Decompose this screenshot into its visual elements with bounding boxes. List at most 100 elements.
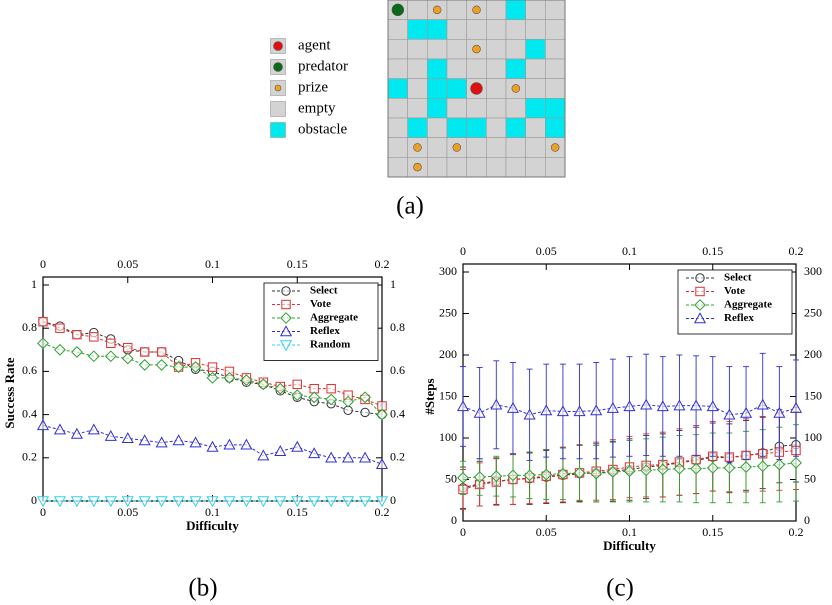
- legend-marker: [281, 299, 291, 310]
- point: [706, 461, 719, 474]
- point: [360, 407, 370, 418]
- grid-cell: [387, 19, 408, 40]
- x-tick-label: 0.1: [205, 505, 220, 519]
- legend-marker: [273, 62, 283, 72]
- y-tick-label-right: 0: [804, 513, 810, 527]
- point: [172, 361, 185, 373]
- y-tick-label-right: 300: [804, 264, 822, 278]
- y-axis-label: #Steps: [422, 378, 437, 414]
- grid-cell: [486, 58, 507, 79]
- grid-cell: [413, 143, 422, 152]
- point: [326, 383, 336, 394]
- x-tick-label-top: 0.2: [375, 257, 390, 271]
- grid-cell: [486, 19, 507, 40]
- point: [138, 359, 151, 371]
- grid-cell: [387, 78, 408, 99]
- grid-cell: [466, 137, 487, 158]
- grid-cell: [505, 117, 526, 138]
- legend-label: Random: [310, 339, 350, 351]
- grid-cell: [525, 19, 546, 40]
- grid-cell: [427, 19, 448, 40]
- x-tick-label: 0.05: [117, 505, 138, 519]
- y-tick-label-right: 100: [804, 430, 822, 444]
- grid-cell: [545, 39, 566, 60]
- y-tick-label: 0.8: [22, 320, 37, 334]
- legend-label: Reflex: [310, 325, 340, 337]
- grid-cell: [525, 137, 546, 158]
- point: [36, 496, 50, 508]
- point: [138, 496, 151, 508]
- grid-cell: [466, 157, 487, 178]
- grid-cell: [387, 39, 408, 60]
- point: [359, 391, 371, 404]
- point: [342, 496, 355, 508]
- y-tick-label: 150: [439, 388, 457, 402]
- grid-cell: [505, 0, 526, 20]
- point: [473, 406, 486, 418]
- grid-cell: [407, 0, 428, 20]
- x-tick-label: 0.15: [287, 505, 308, 519]
- point: [240, 374, 253, 386]
- point: [140, 347, 150, 357]
- y-tick-label: 1: [31, 277, 37, 291]
- x-tick-label: 0: [40, 505, 46, 519]
- point: [37, 337, 49, 350]
- point: [274, 496, 287, 508]
- grid-cell: [505, 98, 526, 119]
- grid-cell: [466, 58, 487, 79]
- point: [104, 496, 117, 508]
- x-tick-label-top: 0.1: [622, 244, 637, 258]
- point: [104, 429, 117, 441]
- x-tick-label-top: 0.15: [287, 257, 308, 271]
- legend-label: Select: [724, 272, 752, 284]
- grid-cell: [545, 58, 566, 79]
- grid-cell: [446, 0, 467, 20]
- grid-cell: [446, 117, 467, 138]
- point: [206, 440, 219, 452]
- grid-cell: [505, 39, 526, 60]
- grid-cell: [432, 5, 442, 15]
- y-tick-label-right: 0.2: [390, 450, 405, 464]
- point: [623, 400, 636, 412]
- point: [790, 456, 802, 469]
- grid-cell: [446, 39, 467, 60]
- legend-label: Vote: [310, 298, 331, 310]
- point: [556, 467, 569, 480]
- y-tick-label: 0.2: [22, 450, 37, 464]
- grid-cell: [407, 98, 428, 119]
- x-tick-label: 0.15: [702, 525, 723, 539]
- point: [121, 496, 134, 508]
- point: [690, 399, 703, 411]
- x-tick-label: 0.2: [375, 505, 390, 519]
- legend-label: Reflex: [724, 312, 754, 324]
- point: [540, 404, 553, 416]
- point: [206, 496, 219, 508]
- grid-cell: [486, 98, 507, 119]
- grid-cell: [525, 39, 546, 60]
- point: [121, 432, 134, 444]
- y-tick-label: 50: [445, 471, 457, 485]
- grid-cell: [466, 98, 487, 119]
- point: [359, 451, 372, 463]
- point: [240, 438, 253, 450]
- point: [223, 371, 236, 384]
- grid-cell: [446, 98, 467, 119]
- series-line: [462, 449, 797, 490]
- legend-label: Aggregate: [724, 299, 772, 311]
- point: [523, 469, 536, 482]
- point: [155, 496, 168, 508]
- point: [36, 419, 50, 431]
- legend-marker: [695, 273, 705, 283]
- legend-box: [263, 282, 379, 361]
- grid-cell: [427, 39, 448, 60]
- point: [656, 400, 669, 412]
- x-axis-label: Difficulty: [603, 538, 656, 553]
- grid-cell: [545, 78, 566, 99]
- grid-cell: [505, 157, 526, 178]
- legend-marker: [280, 312, 292, 324]
- grid-cell: [525, 157, 546, 178]
- point: [573, 405, 586, 417]
- point: [490, 398, 503, 410]
- point: [573, 466, 586, 479]
- point: [740, 461, 752, 473]
